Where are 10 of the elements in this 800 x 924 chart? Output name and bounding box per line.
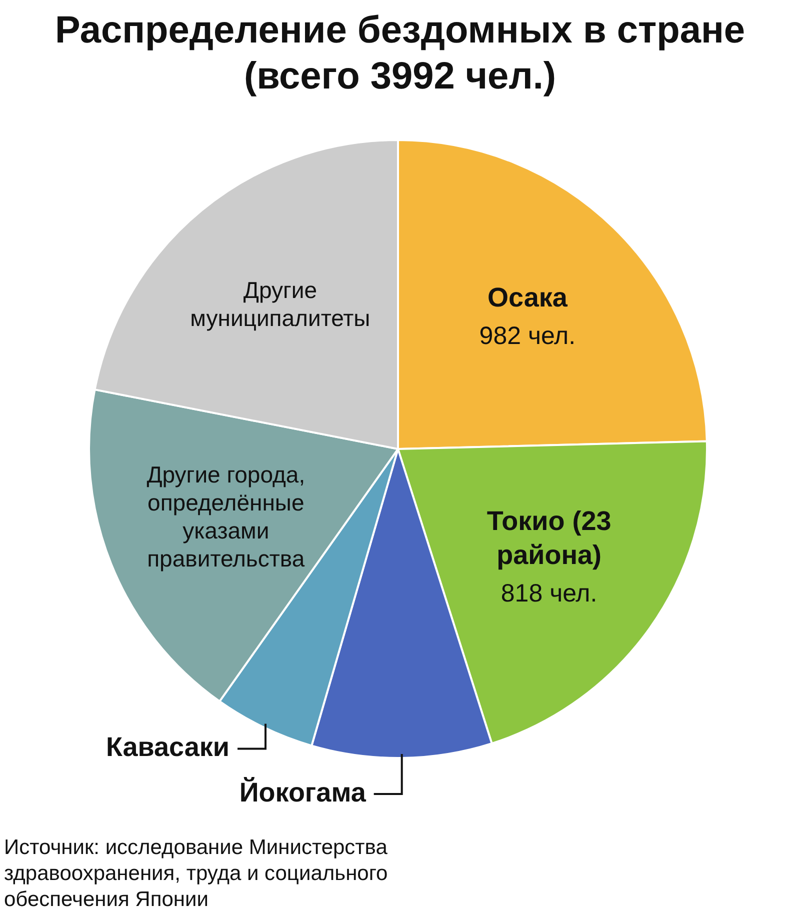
slice-label: Кавасаки	[106, 732, 230, 762]
slice-label: Другие города, определённые указами правительства	[146, 461, 306, 572]
slice-label: Другие муниципалитеты	[190, 277, 370, 332]
slice-label: Йокогама	[239, 776, 367, 808]
text: Источник: исследование Министерства здравоохранения, труда и социального обеспечения Японии	[4, 836, 388, 911]
data-label: 982 чел.	[479, 322, 576, 350]
data-label: 818 чел.	[500, 579, 598, 608]
slice-label: Осака	[487, 282, 568, 313]
slice-label: Токио (23 района)	[486, 506, 612, 570]
chart-title: Распределение бездомных в стране (всего 3992 чел.)	[54, 9, 746, 98]
